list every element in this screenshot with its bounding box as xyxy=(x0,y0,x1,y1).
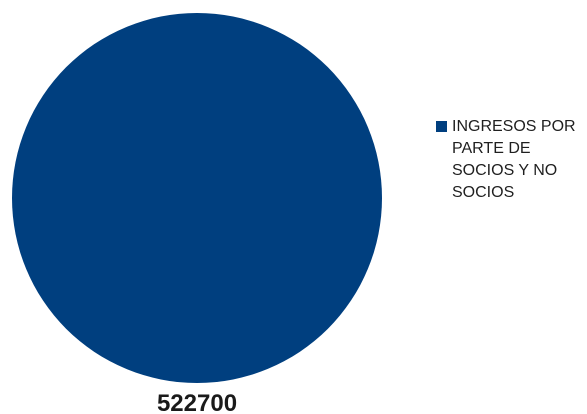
pie-slice xyxy=(12,13,382,383)
pie-slices xyxy=(12,13,382,383)
data-labels: 522700 xyxy=(157,390,237,414)
legend-swatch xyxy=(436,121,447,132)
legend: INGRESOS POR PARTE DE SOCIOS Y NO SOCIOS xyxy=(436,116,586,204)
legend-entry-label: INGRESOS POR PARTE DE SOCIOS Y NO SOCIOS xyxy=(452,118,576,201)
slice-value-label: 522700 xyxy=(157,390,237,414)
